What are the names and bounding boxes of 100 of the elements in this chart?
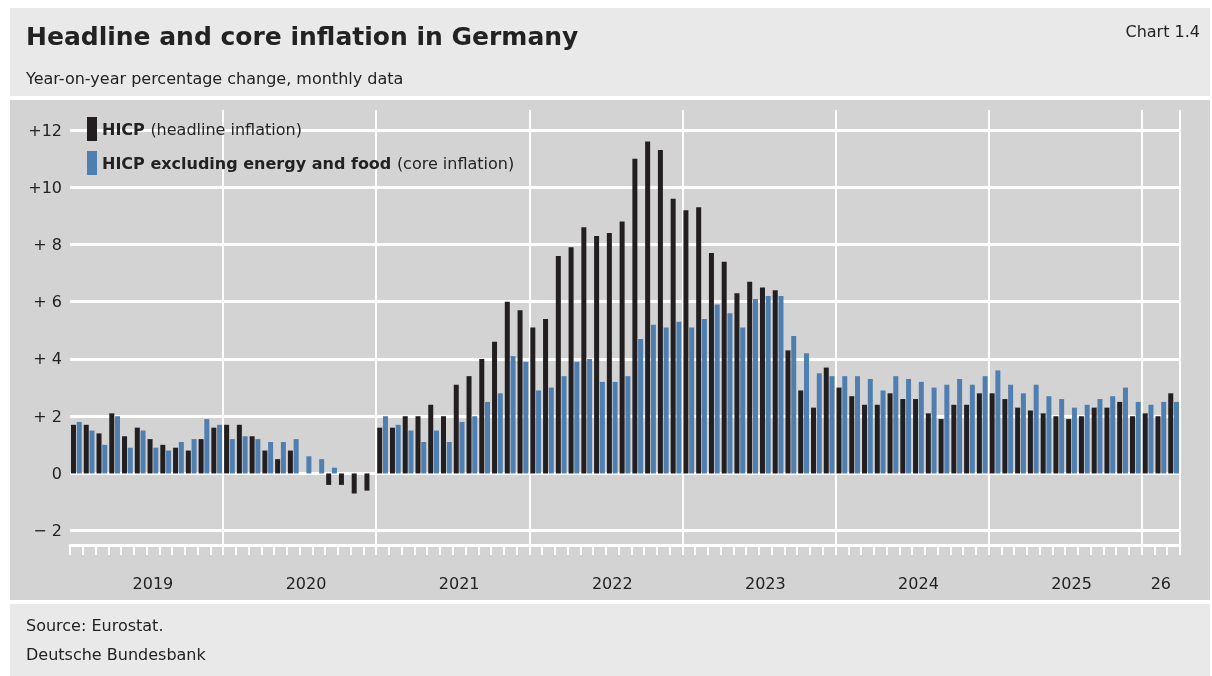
bar — [752, 298, 758, 474]
bar — [1040, 413, 1046, 474]
bar — [262, 450, 268, 474]
bar — [1148, 404, 1154, 474]
bar — [115, 416, 121, 474]
bar — [319, 459, 325, 474]
bar — [816, 373, 822, 474]
bar — [982, 376, 988, 474]
bar — [280, 441, 286, 474]
bar — [536, 390, 542, 474]
bar — [96, 433, 102, 474]
bar — [293, 439, 299, 474]
bar — [255, 439, 261, 474]
bar — [893, 376, 899, 474]
x-tick-label: 2021 — [438, 573, 480, 593]
bar — [1110, 396, 1116, 474]
bar — [497, 393, 503, 474]
bar — [619, 221, 625, 474]
bar — [275, 459, 281, 474]
y-tick-label: − 2 — [33, 521, 62, 541]
bar — [198, 439, 204, 474]
bar — [229, 439, 235, 474]
bar — [402, 416, 408, 474]
bar — [1008, 384, 1014, 474]
bar — [71, 424, 76, 474]
bar — [147, 439, 153, 474]
bar — [249, 436, 255, 474]
bar — [683, 210, 689, 474]
bar — [867, 379, 873, 474]
x-tick-label: 2022 — [591, 573, 633, 593]
bar — [599, 381, 605, 474]
bar — [1084, 404, 1090, 474]
bar — [555, 255, 561, 474]
bar — [389, 427, 395, 474]
bar — [791, 336, 797, 474]
bar — [1174, 401, 1179, 474]
bar — [804, 353, 809, 474]
bar — [874, 404, 880, 474]
bar — [268, 441, 274, 474]
bar — [823, 367, 829, 474]
bar — [523, 361, 529, 474]
legend-label: HICP (headline inflation) — [102, 119, 302, 139]
bar — [421, 441, 427, 474]
bar — [842, 376, 848, 474]
bar — [185, 450, 191, 474]
bar — [568, 247, 574, 474]
bar — [1002, 399, 1008, 474]
bar — [880, 390, 886, 474]
bar — [638, 338, 644, 474]
bar — [1059, 399, 1065, 474]
bar — [395, 424, 401, 474]
bar — [236, 424, 242, 474]
bar — [663, 327, 669, 474]
x-tick-label: 2024 — [898, 573, 939, 593]
bar — [778, 296, 784, 474]
bar — [173, 447, 179, 474]
bar — [102, 444, 108, 474]
bar — [510, 356, 516, 474]
bar — [657, 150, 663, 474]
bar — [287, 450, 293, 474]
bar — [913, 399, 919, 474]
bar — [561, 376, 567, 474]
bar — [995, 370, 1001, 474]
bar — [650, 324, 656, 474]
bar — [109, 413, 115, 474]
bar — [338, 473, 344, 485]
bar — [765, 296, 771, 474]
bar — [964, 404, 970, 474]
bar — [581, 227, 587, 474]
source-note: Source: Eurostat. — [26, 616, 165, 635]
x-tick-label: 2025 — [1051, 573, 1092, 593]
bar — [211, 427, 217, 474]
y-tick-label: +12 — [28, 120, 62, 140]
bar — [785, 350, 791, 474]
y-tick-label: + 6 — [33, 292, 62, 312]
bar — [453, 384, 459, 474]
bar — [951, 404, 957, 474]
bar — [594, 235, 600, 474]
y-tick-label: +10 — [28, 177, 62, 197]
bar — [441, 416, 446, 474]
y-tick-label: + 8 — [33, 235, 62, 255]
bar — [517, 310, 523, 474]
bar — [1015, 407, 1021, 474]
bar — [504, 301, 510, 474]
caption: Chart 1.4 — [1125, 22, 1200, 41]
bar — [645, 141, 651, 474]
bar — [1104, 407, 1110, 474]
bar — [204, 419, 210, 474]
bar — [721, 261, 727, 474]
bar — [734, 293, 740, 474]
chart-subtitle: Year-on-year percentage change, monthly data — [26, 69, 405, 88]
bar — [446, 441, 452, 474]
bar — [377, 427, 383, 474]
bar — [160, 444, 166, 474]
bar — [1053, 416, 1059, 474]
bar — [122, 436, 128, 474]
bar — [957, 379, 963, 474]
bar — [938, 419, 944, 474]
bar — [415, 416, 421, 474]
bar — [306, 456, 312, 474]
